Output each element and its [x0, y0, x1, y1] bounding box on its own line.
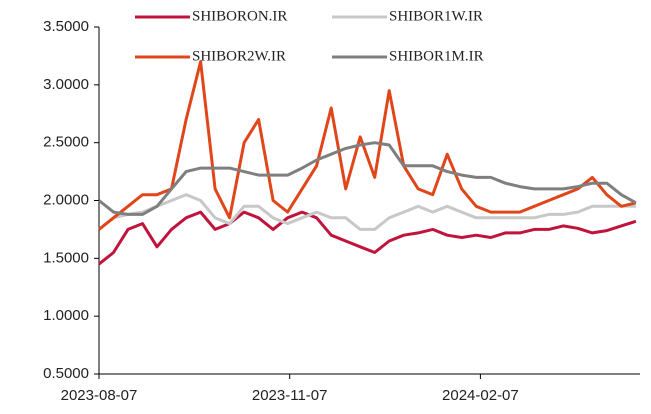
y-tick-label: 2.5000 [43, 134, 89, 151]
series-line [98, 210, 637, 266]
y-tick-label: 3.0000 [43, 76, 89, 93]
legend-text: SHIBOR2W.IR [192, 48, 286, 64]
legend-text: SHIBOR1M.IR [389, 48, 484, 64]
series-line [98, 141, 637, 216]
y-tick-label: 2.0000 [43, 191, 89, 208]
y-tick-label: 1.0000 [43, 307, 89, 324]
x-tick-label: 2024-02-07 [442, 387, 519, 404]
legend-text: SHIBOR1W.IR [389, 8, 483, 24]
series-line [98, 60, 637, 231]
y-tick-label: 1.5000 [43, 249, 89, 266]
y-tick-label: 3.5000 [43, 18, 89, 35]
series-line [98, 193, 636, 231]
legend-text: SHIBORON.IR [192, 8, 287, 24]
x-tick-label: 2023-08-07 [61, 387, 138, 404]
x-tick-label: 2023-11-07 [252, 387, 328, 404]
y-tick-label: 0.5000 [43, 365, 89, 382]
